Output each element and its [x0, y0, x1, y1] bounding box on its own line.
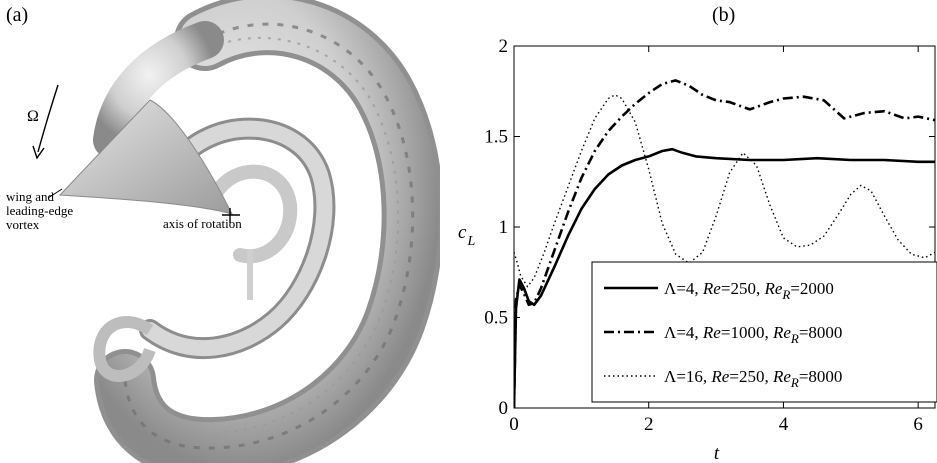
- wake-ring: [93, 0, 440, 463]
- panel-b-label: (b): [712, 4, 736, 26]
- y-tick-label: 1.5: [484, 127, 508, 148]
- y-axis-label-subscript: L: [466, 234, 475, 249]
- series-line-3: [514, 94, 935, 288]
- vortex-visualization: [32, 0, 440, 463]
- x-axis-label: t: [714, 443, 720, 463]
- tip-vortex: [93, 117, 336, 382]
- legend-entry-3: Λ=16, Re=250, ReR=8000: [664, 367, 842, 390]
- panel-a-label: (a): [6, 4, 29, 26]
- y-axis-label: cL: [458, 222, 475, 249]
- wing-label-line: vortex: [6, 217, 40, 232]
- rotation-arrow: [37, 84, 59, 153]
- legend-entry-1: Λ=4, Re=250, ReR=2000: [664, 279, 834, 302]
- wing-shape: [58, 99, 233, 215]
- series-line-2: [514, 79, 935, 408]
- wing-label-line: wing and: [6, 189, 55, 204]
- series-layer: [514, 79, 935, 408]
- y-tick-label: 2: [499, 36, 509, 57]
- omega-label: Ω: [27, 108, 39, 125]
- legend-entry-2: Λ=4, Re=1000, ReR=8000: [664, 323, 842, 346]
- y-tick-label: 0: [499, 398, 509, 419]
- wing-label-line: leading-edge: [6, 203, 74, 218]
- wing-label: wing and leading-edge vortex: [6, 190, 116, 232]
- rotation-arrowhead: [32, 145, 45, 160]
- y-tick-label: 0.5: [484, 308, 508, 329]
- y-tick-label: 1: [499, 217, 509, 238]
- axis-of-rotation-label: axis of rotation: [163, 216, 242, 231]
- wing-pointer-line: [47, 188, 63, 199]
- x-tick-label: 4: [779, 414, 789, 435]
- x-tick-label: 0: [509, 414, 519, 435]
- axis-cross: [222, 208, 240, 223]
- series-line-1: [514, 147, 935, 408]
- legend: Λ=4, Re=250, ReR=2000 Λ=4, Re=1000, ReR=8…: [591, 261, 937, 403]
- axes-layer: 0 2 4 6 0 0.5 1 1.5 2 t cL: [458, 36, 936, 463]
- x-tick-label: 6: [913, 414, 923, 435]
- x-tick-label: 2: [644, 414, 654, 435]
